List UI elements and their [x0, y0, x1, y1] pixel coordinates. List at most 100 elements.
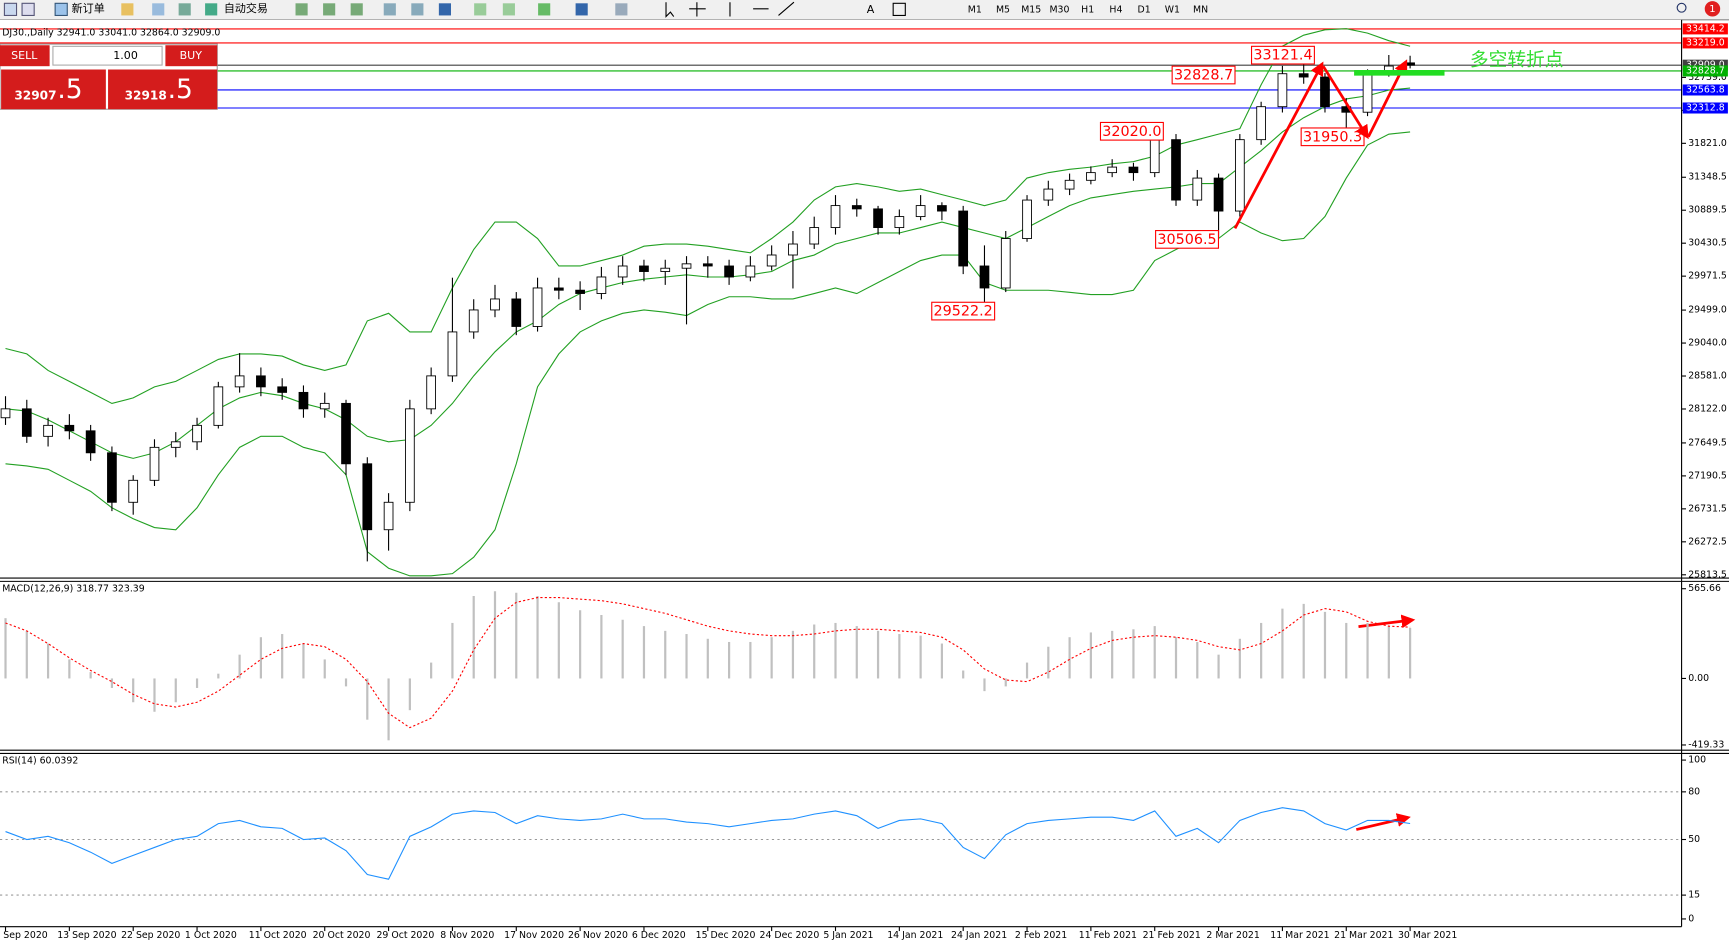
level-label: 33414.2 [1686, 23, 1725, 34]
sell-price-box[interactable] [1, 69, 106, 110]
x-tick-label: 5 Jan 2021 [823, 930, 873, 941]
candle-body [213, 386, 224, 426]
buy-pips: .5 [168, 74, 193, 105]
price-annotation-box [1171, 65, 1236, 85]
x-tick-label: Sep 2020 [3, 930, 47, 941]
candle-body [447, 331, 458, 377]
candle-body [766, 254, 777, 267]
buy-price: 32918 [125, 88, 167, 102]
y-tick-label: 28122.0 [1688, 403, 1727, 414]
timeframe-button[interactable]: M30 [1049, 4, 1069, 15]
new-order-icon[interactable] [54, 2, 68, 16]
candle-body [298, 391, 309, 410]
candle-body [1256, 106, 1266, 141]
level-label: 32909.0 [1686, 60, 1725, 71]
y-tick-label: 28581.0 [1688, 371, 1727, 382]
candle-body [85, 430, 96, 454]
level-label: 33219.0 [1686, 37, 1725, 48]
buy-price-box[interactable] [108, 69, 218, 110]
level-label-box [1682, 37, 1728, 49]
candle-body [1192, 177, 1203, 201]
candle-body [1405, 62, 1415, 66]
candle-body [1064, 179, 1075, 190]
trade-panel: SELL BUY 1.00 32907 .5 32918 .5 [0, 43, 218, 110]
y-tick-label: -419.33 [1688, 739, 1724, 750]
annotation-note: 多空转折点 [1470, 50, 1564, 71]
price-annotation: 30506.5 [1157, 232, 1216, 248]
timeframe-button[interactable]: H4 [1109, 4, 1122, 15]
level-label-box [1682, 102, 1728, 114]
level-label: 32828.7 [1686, 65, 1725, 76]
timeframe-button[interactable]: M1 [968, 4, 982, 15]
candle-body [1107, 166, 1118, 174]
candle-body [1320, 76, 1330, 108]
candle-body [426, 375, 436, 410]
x-tick-label: 22 Sep 2020 [121, 930, 180, 941]
candle-body [724, 265, 734, 278]
toolbar-icons: A [3, 1, 1721, 18]
x-tick-label: 17 Nov 2020 [504, 930, 564, 941]
candle-body [894, 216, 905, 229]
sell-button[interactable] [0, 45, 50, 67]
x-tick-label: 11 Mar 2021 [1270, 930, 1329, 941]
candle-body [873, 208, 883, 229]
new-order-button[interactable]: 新订单 [72, 1, 105, 15]
timeframe-button[interactable]: M5 [996, 4, 1010, 15]
auto-trading-button[interactable]: 自动交易 [224, 1, 268, 15]
timeframe-button[interactable]: H1 [1081, 4, 1094, 15]
candle-body [1235, 139, 1245, 212]
candle-body [405, 408, 415, 503]
candle-body [319, 402, 330, 410]
x-tick-label: 29 Oct 2020 [376, 930, 434, 941]
price-annotation: 32828.7 [1174, 68, 1233, 84]
candle-body [1277, 73, 1288, 108]
notification-count[interactable]: 1 [1709, 4, 1715, 15]
price-annotation: 33121.4 [1253, 48, 1312, 64]
candle-body [468, 309, 479, 333]
price-panel [0, 19, 1682, 579]
buy-label: BUY [180, 49, 203, 62]
y-tick-label: 29040.0 [1688, 338, 1727, 349]
candle-body [490, 298, 500, 311]
candle-body [1128, 166, 1139, 174]
rsi-line [5, 807, 1411, 880]
lots-input[interactable] [52, 45, 163, 66]
y-tick-label: 32739.0 [1688, 72, 1727, 83]
x-tick-label: 15 Dec 2020 [696, 930, 756, 941]
candle-body [128, 479, 139, 503]
timeframe-button[interactable]: MN [1193, 4, 1208, 15]
timeframe-button[interactable]: D1 [1138, 4, 1151, 15]
x-tick-label: 21 Mar 2021 [1334, 930, 1393, 941]
x-tick-label: 21 Feb 2021 [1143, 930, 1201, 941]
timeframe-button[interactable]: M15 [1021, 4, 1041, 15]
y-tick-label: 30889.5 [1688, 205, 1727, 216]
price-annotation-box [931, 301, 996, 321]
candle-body [234, 375, 245, 388]
sell-pips: .5 [57, 74, 82, 105]
level-label-box [1682, 59, 1728, 71]
candle-body [1022, 199, 1032, 239]
y-tick-label: 80 [1688, 786, 1700, 797]
y-tick-label: 100 [1688, 755, 1706, 766]
y-tick-label: 0.00 [1688, 673, 1709, 684]
svg-text:A: A [867, 3, 875, 16]
candle-body [639, 265, 649, 272]
candle-body [660, 267, 671, 272]
candle-body [511, 298, 522, 327]
bollinger-lower [5, 131, 1411, 577]
y-tick-label: 565.66 [1688, 583, 1721, 594]
candle-body [1086, 172, 1096, 181]
candle-body [958, 210, 969, 267]
level-label-box [1682, 23, 1728, 35]
x-tick-label: 1 Oct 2020 [185, 930, 237, 941]
candle-body [617, 265, 628, 278]
x-tick-label: 2 Feb 2021 [1015, 930, 1067, 941]
price-annotation-box [1250, 45, 1315, 65]
lots-value: 1.00 [113, 49, 138, 62]
buy-button[interactable] [165, 45, 218, 67]
timeframe-button[interactable]: W1 [1165, 4, 1180, 15]
auto-trading-icon[interactable] [205, 3, 218, 16]
sell-label: SELL [11, 49, 38, 62]
